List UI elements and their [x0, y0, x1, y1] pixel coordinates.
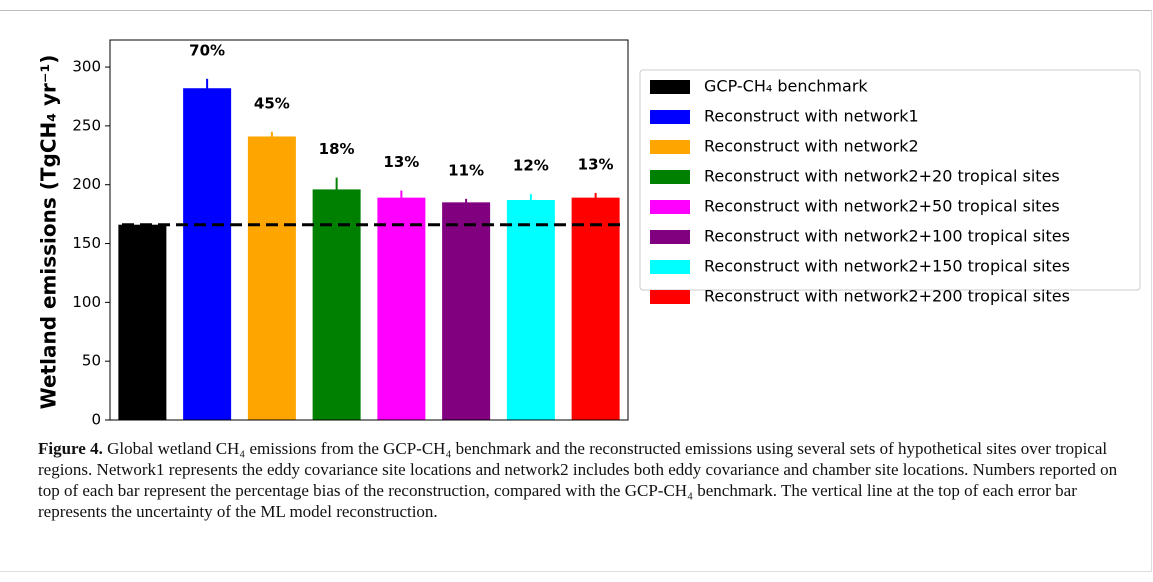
legend-label: GCP-CH₄ benchmark — [704, 77, 868, 96]
legend-label: Reconstruct with network2+50 tropical si… — [704, 197, 1060, 216]
bar — [247, 136, 296, 420]
y-tick-label: 150 — [72, 234, 101, 252]
legend-label: Reconstruct with network2+200 tropical s… — [704, 287, 1070, 306]
bar — [377, 197, 426, 420]
caption: Figure 4. Global wetland CH₄ emissions f… — [38, 438, 1128, 522]
legend-swatch — [650, 200, 690, 214]
bar — [183, 88, 232, 420]
y-tick-label: 250 — [72, 116, 101, 134]
y-tick-label: 100 — [72, 293, 101, 311]
legend-swatch — [650, 290, 690, 304]
plot-frame — [109, 39, 629, 421]
legend-label: Reconstruct with network2 — [704, 137, 919, 156]
bias-label: 13% — [383, 153, 419, 171]
figure-frame — [0, 10, 1152, 572]
legend-label: Reconstruct with network2+100 tropical s… — [704, 227, 1070, 246]
bias-label: 70% — [189, 41, 225, 59]
bar — [312, 189, 361, 420]
bar — [506, 200, 555, 420]
bias-label: 18% — [319, 140, 355, 158]
legend-box — [639, 69, 1141, 291]
legend-swatch — [650, 230, 690, 244]
bar — [571, 197, 620, 420]
legend-label: Reconstruct with network2+20 tropical si… — [704, 167, 1060, 186]
y-tick-label: 50 — [82, 352, 101, 370]
bias-label: 45% — [254, 94, 290, 112]
y-tick-label: 0 — [91, 411, 101, 429]
caption-text: Global wetland CH₄ emissions from the GC… — [38, 439, 1118, 521]
chart: Wetland emissions (TgCH₄ yr⁻¹) 0 50 100 150… — [37, 39, 1141, 429]
legend-label: Reconstruct with network2+150 tropical s… — [704, 257, 1070, 276]
bias-label: 13% — [578, 155, 614, 173]
legend-swatch — [650, 140, 690, 154]
caption-label: Figure 4. — [38, 439, 103, 458]
y-axis-label: Wetland emissions (TgCH₄ yr⁻¹) — [37, 55, 61, 410]
y-tick-label: 200 — [72, 175, 101, 193]
legend-label: Reconstruct with network1 — [704, 107, 919, 126]
legend-swatch — [650, 260, 690, 274]
legend-swatch — [650, 110, 690, 124]
y-tick-label: 300 — [72, 58, 101, 76]
legend-swatch — [650, 80, 690, 94]
bar — [118, 224, 167, 420]
bias-label: 11% — [448, 161, 484, 179]
bias-label: 12% — [513, 157, 549, 175]
bar — [442, 202, 491, 420]
legend-swatch — [650, 170, 690, 184]
